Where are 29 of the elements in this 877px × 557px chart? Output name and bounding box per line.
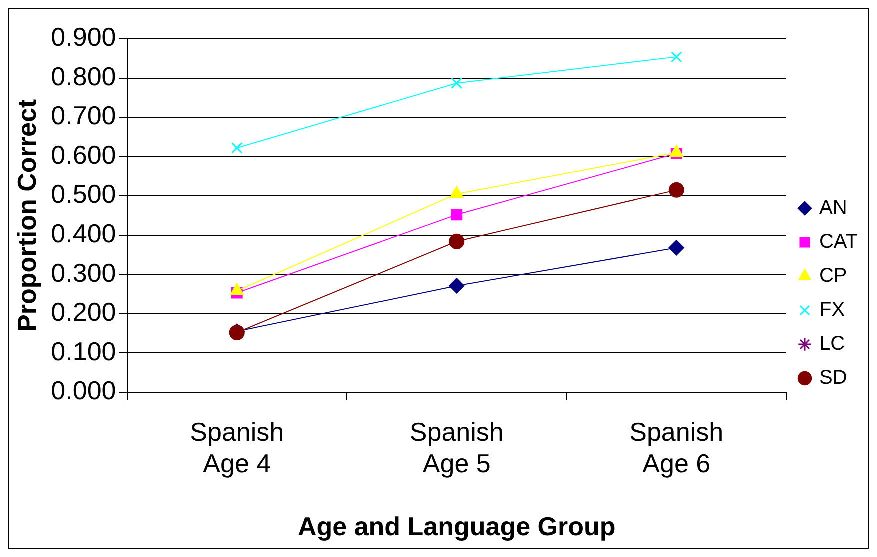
legend-label: FX bbox=[819, 299, 846, 322]
x-axis-title: Age and Language Group bbox=[298, 512, 616, 542]
y-tick-label: 0.300 bbox=[51, 258, 116, 288]
point bbox=[451, 209, 463, 221]
legend-label: CP bbox=[819, 265, 848, 288]
point bbox=[668, 182, 684, 198]
legend-label: AN bbox=[819, 197, 848, 220]
point bbox=[668, 240, 684, 256]
point bbox=[451, 78, 463, 90]
legend-label: SD bbox=[819, 367, 848, 390]
point bbox=[449, 278, 465, 294]
point bbox=[670, 51, 682, 63]
x-tick-label: Spanish Age 6 bbox=[630, 417, 724, 478]
y-tick-label: 0.200 bbox=[51, 297, 116, 328]
legend-label: LC bbox=[819, 333, 846, 356]
y-tick-label: 0.400 bbox=[51, 218, 116, 249]
y-tick-label: 0.900 bbox=[51, 22, 116, 52]
y-tick-label: 0.500 bbox=[51, 179, 116, 210]
x-tick-label: Spanish Age 4 bbox=[190, 417, 284, 478]
y-tick-label: 0.700 bbox=[51, 100, 116, 131]
y-tick-label: 0.800 bbox=[51, 61, 116, 92]
y-tick-label: 0.000 bbox=[51, 376, 116, 406]
point bbox=[231, 142, 243, 154]
y-tick-label: 0.600 bbox=[51, 140, 116, 170]
y-tick-label: 0.100 bbox=[51, 336, 116, 366]
legend-label: CAT bbox=[819, 231, 858, 254]
x-tick-label: Spanish Age 5 bbox=[410, 417, 504, 478]
point bbox=[449, 234, 465, 250]
y-axis-title: Proportion Correct bbox=[12, 99, 42, 332]
